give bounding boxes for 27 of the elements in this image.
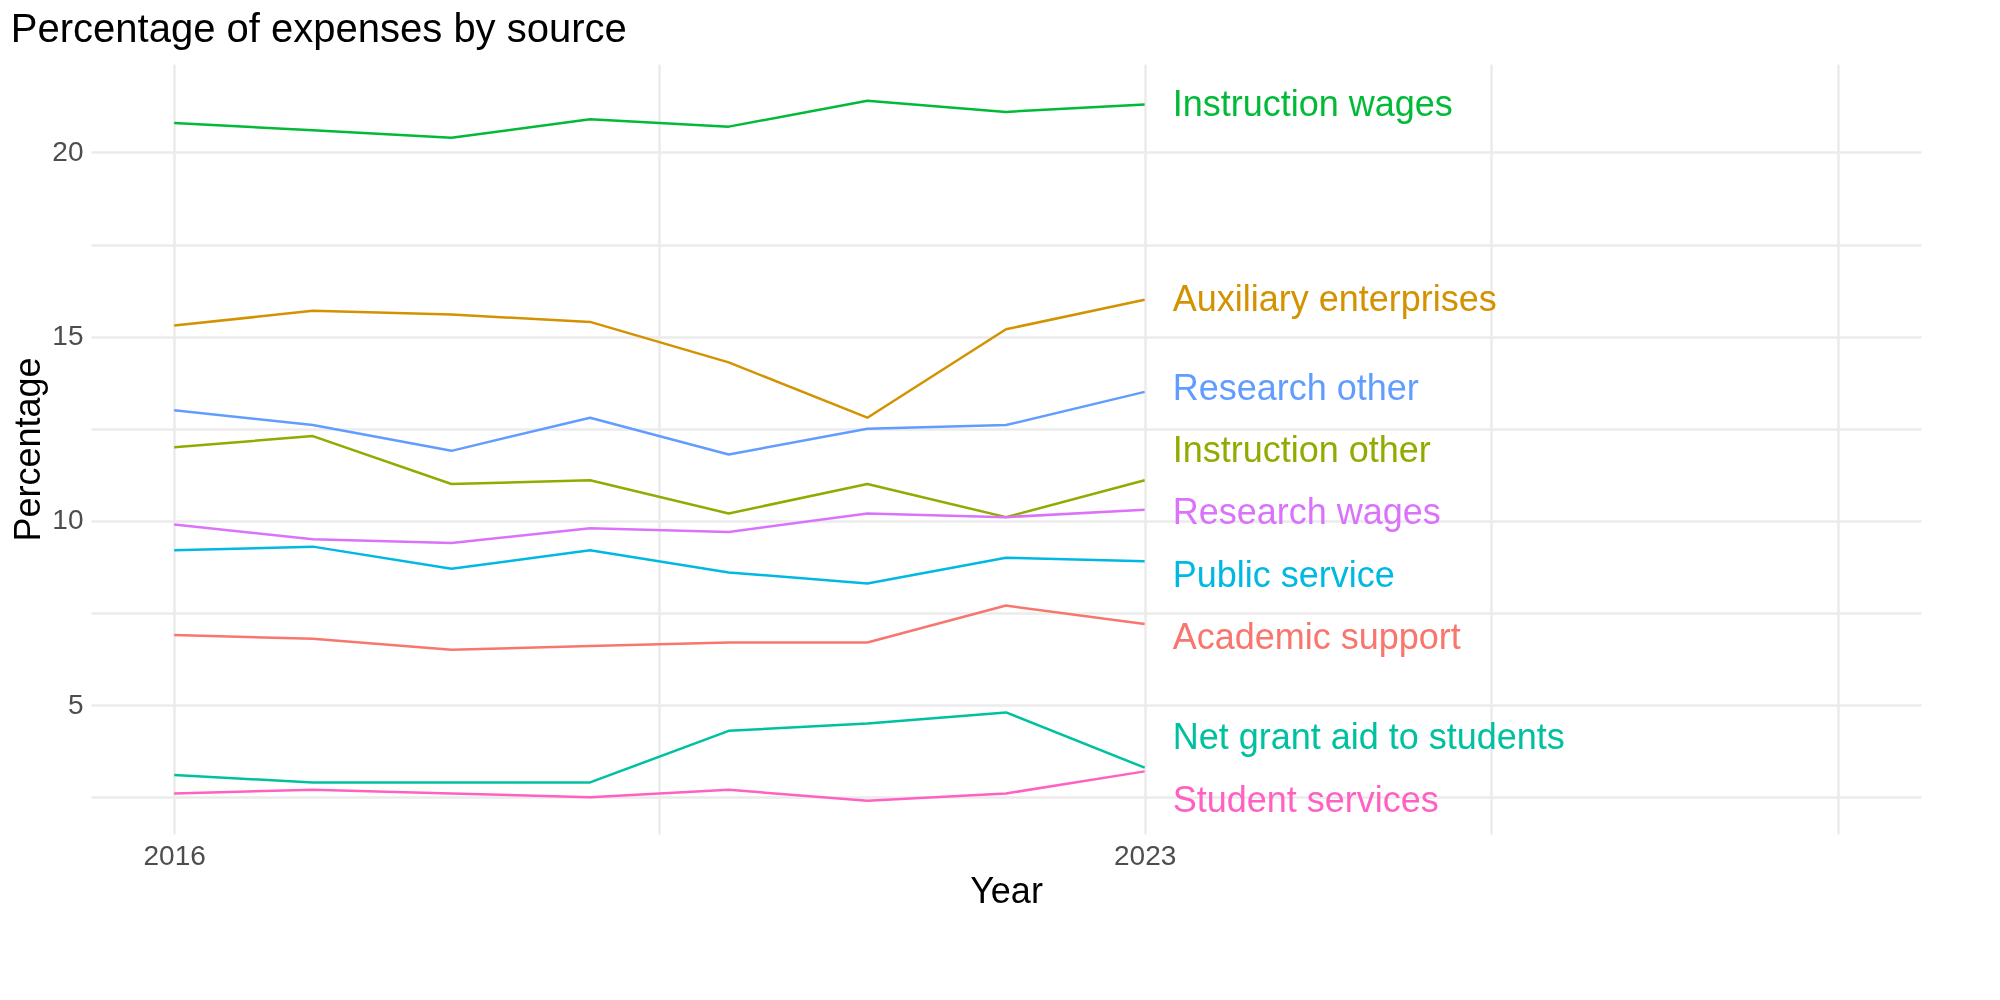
series-label: Academic support — [1172, 616, 1461, 658]
y-tick-label: 5 — [67, 688, 84, 720]
y-axis-title: Percentage — [7, 357, 49, 542]
y-tick-label: 15 — [52, 320, 84, 352]
series-label: Research wages — [1172, 491, 1441, 533]
y-tick-label: 20 — [52, 135, 84, 167]
line-series — [172, 711, 1146, 784]
series-label: Student services — [1172, 778, 1439, 820]
series-label: Instruction other — [1172, 429, 1431, 471]
series-label: Net grant aid to students — [1172, 716, 1565, 758]
line-series — [172, 545, 1146, 585]
series-label: Instruction wages — [1172, 82, 1453, 124]
series-label: Public service — [1172, 553, 1395, 595]
line-series — [172, 99, 1146, 139]
line-series — [172, 298, 1146, 419]
line-series — [172, 390, 1146, 456]
line-series — [172, 604, 1146, 652]
series-label: Research other — [1172, 366, 1419, 408]
y-tick-label: 10 — [52, 504, 84, 536]
chart-title: Percentage of expenses by source — [10, 6, 627, 50]
x-axis-title: Year — [970, 869, 1043, 911]
line-series — [172, 770, 1146, 803]
line-series — [172, 508, 1146, 545]
line-series — [172, 434, 1146, 519]
x-tick-label: 2016 — [143, 839, 206, 871]
x-tick-label: 2023 — [1113, 839, 1177, 871]
series-label: Auxiliary enterprises — [1172, 277, 1497, 319]
